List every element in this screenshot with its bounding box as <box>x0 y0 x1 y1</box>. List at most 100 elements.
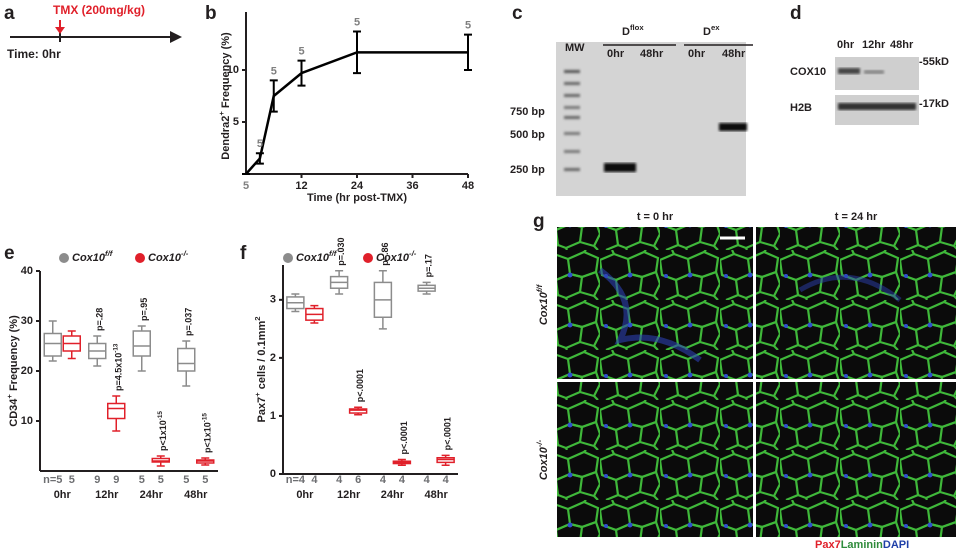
blot-lane: 12hr <box>862 39 886 51</box>
legend-sup: f/f <box>105 249 114 258</box>
gel-group-sup: flox <box>630 23 644 32</box>
stain-legend: Pax7LamininDAPI <box>815 539 909 551</box>
legend-label: Cox10-/- <box>148 249 189 264</box>
whisker <box>93 335 102 367</box>
gel-band <box>604 163 636 172</box>
row-label-sup: f/f <box>535 283 544 292</box>
p-label: p=.95 <box>139 298 149 321</box>
x-tick-label: 12hr <box>95 489 119 501</box>
box <box>107 402 126 420</box>
box <box>348 408 368 414</box>
legend-label: Cox10-/- <box>376 249 417 264</box>
gel-band <box>719 123 747 131</box>
y-axis-label-rest: cells / 0.1mm <box>256 321 268 393</box>
x-axis-label: Time (hr post-TMX) <box>307 192 407 204</box>
p-label-main: p=.17 <box>424 254 434 277</box>
tmx-arrowhead <box>55 27 65 34</box>
p-label: p=.037 <box>184 308 194 336</box>
y-axis-label-sup: + <box>253 392 262 397</box>
p-label: p<.0001 <box>443 417 453 450</box>
whisker <box>422 281 431 295</box>
whisker <box>48 320 57 362</box>
panel-label: g <box>533 211 545 232</box>
whisker <box>291 293 300 313</box>
x-tick-label: 48 <box>462 180 474 192</box>
time-label: Time: 0hr <box>7 47 61 61</box>
gel-size: 500 bp <box>510 129 545 141</box>
p-label-main: p<1x10 <box>158 420 168 451</box>
timeline-arrow <box>170 31 182 43</box>
p-label: p=.86 <box>380 243 390 266</box>
x-tick-label: 12hr <box>337 489 361 501</box>
x-tick-label: 0hr <box>296 489 314 501</box>
p-label-main: p=.28 <box>95 308 105 331</box>
row-label-sup: -/- <box>535 439 544 447</box>
p-label: p<1x10-15 <box>201 413 212 453</box>
n-label: 6 <box>355 474 361 486</box>
stain: Pax7 <box>815 539 841 551</box>
n-label: 5 <box>354 16 360 28</box>
legend-sup: f/f <box>329 249 338 258</box>
legend-sup: -/- <box>409 249 417 258</box>
legend-marker <box>283 253 293 263</box>
p-label: p=.28 <box>95 308 105 331</box>
whisker <box>201 457 210 466</box>
whisker <box>441 454 450 467</box>
whisker <box>310 304 319 324</box>
n-label: n=4 <box>286 474 306 486</box>
n-label: 5 <box>69 474 75 486</box>
box <box>132 330 151 357</box>
whisker <box>67 330 76 360</box>
x-tick-label: 48hr <box>184 489 208 501</box>
x-tick-label: 12 <box>295 180 307 192</box>
error-bar <box>464 33 472 71</box>
column-label: t = 24 hr <box>835 211 878 223</box>
p-label-main: p<.0001 <box>443 417 453 450</box>
n-label: n=5 <box>43 474 62 486</box>
column-label: t = 0 hr <box>637 211 674 223</box>
p-label-sup: -13 <box>112 343 119 353</box>
gel-size: 250 bp <box>510 164 545 176</box>
p-label: p=4.5x10-13 <box>112 343 123 391</box>
y-tick-label: 10 <box>21 415 33 427</box>
legend-marker <box>363 253 373 263</box>
n-label: 5 <box>257 138 263 150</box>
n-label: 4 <box>424 474 431 486</box>
n-label: 4 <box>399 474 406 486</box>
legend-marker <box>59 253 69 263</box>
box <box>177 347 196 372</box>
whisker <box>354 406 363 416</box>
panel-label: d <box>790 3 802 24</box>
p-label-main: p<1x10 <box>203 422 213 453</box>
y-axis-label-sup: + <box>5 394 14 399</box>
y-axis-label-main: Pax7 <box>256 397 268 423</box>
x-tick-label: 24hr <box>140 489 164 501</box>
p-label-main: p=.037 <box>184 308 194 336</box>
blot-marker: -55kD <box>919 56 949 68</box>
y-axis-label-main: CD34 <box>8 398 20 427</box>
gel-group: Dflox <box>622 23 644 38</box>
blot-band <box>838 68 860 74</box>
blot-lane: 0hr <box>837 39 855 51</box>
p-label-main: p=.95 <box>139 298 149 321</box>
gel-ladder-label: MW <box>565 42 585 54</box>
y-tick-label: 20 <box>21 365 33 377</box>
p-label-main: p<.0001 <box>399 421 409 454</box>
p-label-sup: -15 <box>201 413 208 423</box>
box <box>43 332 62 357</box>
gel-size: 750 bp <box>510 106 545 118</box>
error-bar <box>297 59 306 87</box>
p-label-sup: -15 <box>157 411 164 421</box>
p-label-main: p=.030 <box>337 238 347 266</box>
p-label: p=.030 <box>337 238 347 266</box>
y-axis-label-sup: 2 <box>253 316 262 320</box>
blot-band <box>864 70 884 74</box>
y-tick-label: 5 <box>233 116 239 128</box>
treatment: TMX (200mg/kg) <box>53 3 145 17</box>
y-axis-label: CD34+ Frequency (%) <box>5 315 20 427</box>
n-label: 9 <box>94 474 100 486</box>
n-label: 5 <box>271 65 277 77</box>
p-label-main: p=.86 <box>380 243 390 266</box>
error-bar <box>255 152 264 165</box>
